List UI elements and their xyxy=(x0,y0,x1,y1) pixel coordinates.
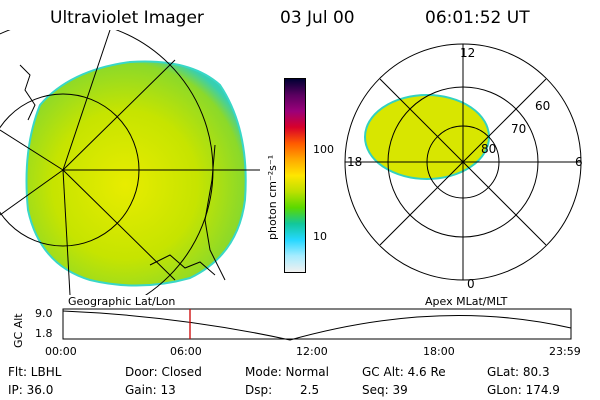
altitude-curve xyxy=(62,310,572,341)
x-tick-2359: 23:59 xyxy=(549,345,581,358)
x-tick-1200: 12:00 xyxy=(296,345,328,358)
coastline xyxy=(149,254,216,276)
altitude-strip xyxy=(62,308,572,341)
polar-lat-80: 80 xyxy=(481,142,496,156)
date-label: 03 Jul 00 xyxy=(280,8,355,28)
polar-label-right: 6 xyxy=(575,155,583,169)
info-seq: Seq: 39 xyxy=(362,383,408,397)
x-tick-0600: 06:00 xyxy=(170,345,202,358)
geographic-label: Geographic Lat/Lon xyxy=(68,295,176,308)
info-door: Door: Closed xyxy=(125,365,202,379)
gc-alt-axis-label: GC Alt xyxy=(12,313,25,348)
longitude-line xyxy=(62,59,176,171)
polar-label-left: 18 xyxy=(347,155,362,169)
uv-emission-region xyxy=(25,60,247,287)
info-glon: GLon: 174.9 xyxy=(487,383,560,397)
polar-label-bottom: 0 xyxy=(467,277,475,291)
time-label: 06:01:52 UT xyxy=(425,8,530,28)
apex-label: Apex MLat/MLT xyxy=(425,295,508,308)
info-ip: IP: 36.0 xyxy=(8,383,54,397)
longitude-line xyxy=(62,169,71,295)
info-gcalt: GC Alt: 4.6 Re xyxy=(362,365,446,379)
colorbar-tick-10: 10 xyxy=(313,230,327,243)
longitude-line xyxy=(0,169,64,216)
colorbar-tick-100: 100 xyxy=(313,143,334,156)
colorbar-unit-label: photon cm⁻²s⁻¹ xyxy=(266,154,279,240)
longitude-line xyxy=(62,30,111,171)
coastline xyxy=(204,144,226,281)
y-tick-9: 9.0 xyxy=(35,307,53,320)
page-title: Ultraviolet Imager xyxy=(50,8,204,28)
info-flt: Flt: LBHL xyxy=(8,365,62,379)
longitude-line xyxy=(0,129,64,171)
geographic-image xyxy=(0,30,260,295)
polar-label-top: 12 xyxy=(460,46,475,60)
polar-plot: 12 6 0 18 60 70 80 xyxy=(344,43,583,291)
info-glat: GLat: 80.3 xyxy=(487,365,550,379)
altitude-strip-frame xyxy=(62,308,572,340)
color-scale-bar xyxy=(284,78,306,273)
info-gain: Gain: 13 xyxy=(125,383,176,397)
polar-lat-70: 70 xyxy=(511,122,526,136)
info-dsp-label: Dsp: xyxy=(245,383,273,397)
x-tick-1800: 18:00 xyxy=(423,345,455,358)
y-tick-1-8: 1.8 xyxy=(35,327,53,340)
polar-diag xyxy=(379,78,547,246)
coastline xyxy=(19,64,36,121)
x-tick-0000: 00:00 xyxy=(45,345,77,358)
info-mode: Mode: Normal xyxy=(245,365,329,379)
info-dsp-value: 2.5 xyxy=(300,383,320,397)
polar-lat-60: 60 xyxy=(535,99,550,113)
